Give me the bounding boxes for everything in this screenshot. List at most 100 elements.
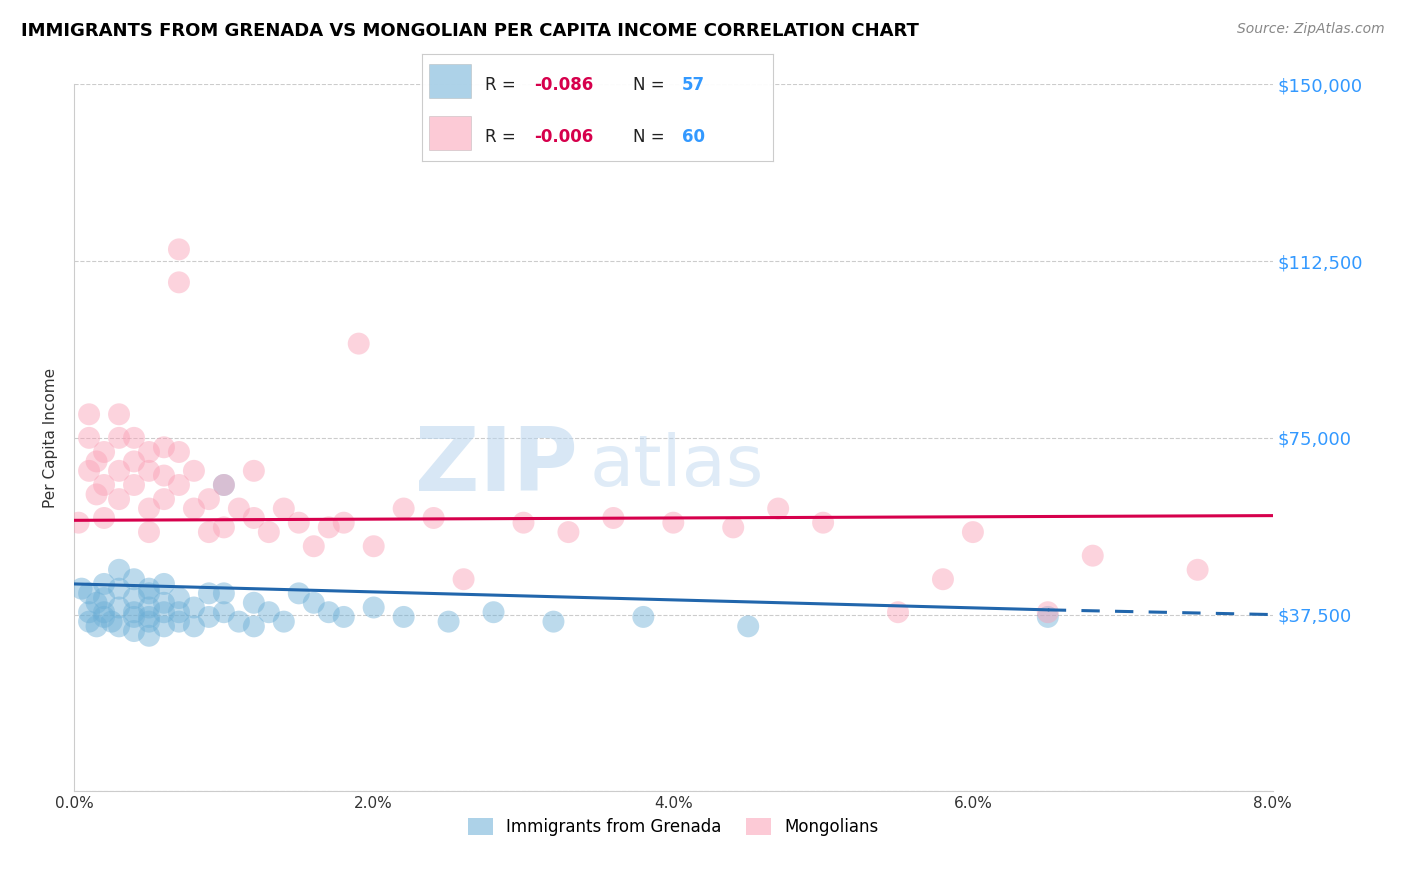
Point: [766, 501, 789, 516]
Point: [100, 615, 122, 629]
Point: [347, 336, 370, 351]
Point: [122, 478, 145, 492]
Point: [93, 445, 115, 459]
Point: [392, 610, 415, 624]
Point: [153, 619, 176, 633]
Text: atlas: atlas: [589, 432, 763, 500]
Point: [212, 605, 235, 619]
Text: IMMIGRANTS FROM GRENADA VS MONGOLIAN PER CAPITA INCOME CORRELATION CHART: IMMIGRANTS FROM GRENADA VS MONGOLIAN PER…: [21, 22, 920, 40]
Point: [70, 582, 93, 596]
Point: [453, 572, 475, 586]
Point: [108, 619, 131, 633]
Point: [318, 605, 340, 619]
Point: [212, 520, 235, 534]
Point: [153, 440, 176, 454]
Point: [77, 605, 100, 619]
Point: [167, 605, 190, 619]
Point: [138, 582, 160, 596]
Point: [138, 586, 160, 600]
Point: [108, 600, 131, 615]
Point: [153, 577, 176, 591]
Point: [737, 619, 759, 633]
Text: -0.086: -0.086: [534, 76, 593, 95]
Point: [77, 431, 100, 445]
Point: [811, 516, 834, 530]
Point: [721, 520, 744, 534]
Point: [363, 539, 385, 553]
Text: 60: 60: [682, 128, 704, 145]
Text: Source: ZipAtlas.com: Source: ZipAtlas.com: [1237, 22, 1385, 37]
Text: N =: N =: [633, 76, 669, 95]
Point: [662, 516, 685, 530]
Point: [167, 591, 190, 605]
Point: [122, 610, 145, 624]
Point: [243, 511, 266, 525]
Point: [93, 511, 115, 525]
Point: [1036, 605, 1059, 619]
Text: N =: N =: [633, 128, 669, 145]
Point: [543, 615, 565, 629]
Point: [482, 605, 505, 619]
Point: [108, 464, 131, 478]
Point: [288, 586, 311, 600]
Point: [257, 525, 280, 540]
Point: [122, 454, 145, 468]
Text: -0.006: -0.006: [534, 128, 593, 145]
Bar: [429, 64, 471, 98]
Point: [243, 464, 266, 478]
Point: [138, 610, 160, 624]
Point: [318, 520, 340, 534]
Point: [1187, 563, 1209, 577]
Point: [122, 431, 145, 445]
Point: [167, 478, 190, 492]
Legend: Immigrants from Grenada, Mongolians: Immigrants from Grenada, Mongolians: [461, 812, 886, 843]
Point: [887, 605, 910, 619]
Point: [93, 577, 115, 591]
Point: [93, 610, 115, 624]
Point: [183, 600, 205, 615]
Point: [1081, 549, 1104, 563]
Point: [198, 610, 221, 624]
Point: [243, 596, 266, 610]
Text: ZIP: ZIP: [415, 423, 578, 509]
Point: [86, 619, 108, 633]
Point: [77, 407, 100, 421]
Point: [602, 511, 624, 525]
Point: [167, 243, 190, 257]
Point: [167, 276, 190, 290]
Point: [122, 591, 145, 605]
Point: [122, 572, 145, 586]
Point: [93, 605, 115, 619]
Text: R =: R =: [485, 76, 522, 95]
Point: [93, 478, 115, 492]
Point: [363, 600, 385, 615]
Point: [962, 525, 984, 540]
Point: [108, 407, 131, 421]
Point: [77, 464, 100, 478]
Point: [67, 516, 90, 530]
Point: [332, 516, 354, 530]
Point: [108, 431, 131, 445]
Point: [167, 615, 190, 629]
Point: [167, 445, 190, 459]
Point: [302, 596, 325, 610]
Point: [153, 605, 176, 619]
Point: [153, 468, 176, 483]
Point: [212, 478, 235, 492]
Point: [228, 501, 250, 516]
Point: [512, 516, 534, 530]
Point: [138, 445, 160, 459]
Point: [153, 492, 176, 507]
Point: [183, 619, 205, 633]
Point: [257, 605, 280, 619]
Point: [633, 610, 655, 624]
Point: [302, 539, 325, 553]
Point: [557, 525, 579, 540]
Point: [86, 487, 108, 501]
Point: [273, 501, 295, 516]
Point: [1036, 610, 1059, 624]
Point: [153, 596, 176, 610]
Point: [243, 619, 266, 633]
Text: 57: 57: [682, 76, 704, 95]
Point: [183, 464, 205, 478]
